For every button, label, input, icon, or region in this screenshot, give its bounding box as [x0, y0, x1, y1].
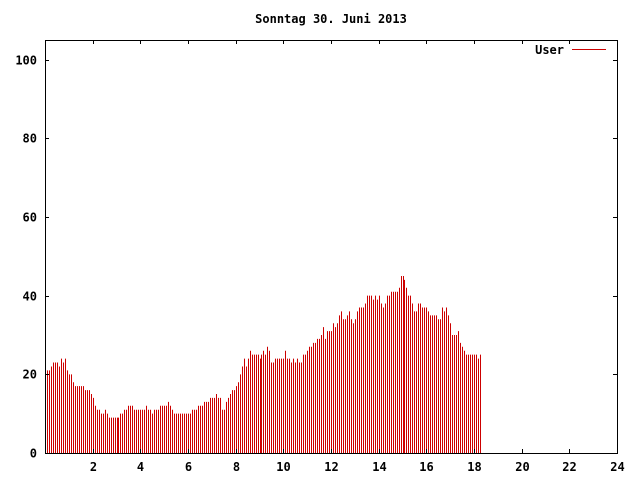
y-tick-label: 100: [15, 54, 37, 68]
x-tick-label: 2: [90, 460, 97, 474]
x-tick-label: 10: [276, 460, 290, 474]
x-tick-label: 18: [467, 460, 481, 474]
x-tick-label: 12: [324, 460, 338, 474]
legend-label: User: [535, 43, 564, 57]
x-tick-label: 24: [610, 460, 624, 474]
legend: User: [535, 43, 606, 57]
x-tick-label: 6: [185, 460, 192, 474]
x-tick-label: 14: [372, 460, 386, 474]
y-tick-label: 0: [30, 447, 37, 461]
y-tick-label: 40: [23, 290, 37, 304]
x-tick-label: 22: [562, 460, 576, 474]
plot-frame: [45, 40, 618, 454]
y-tick-label: 80: [23, 132, 37, 146]
x-tick-label: 16: [419, 460, 433, 474]
y-tick-label: 20: [23, 368, 37, 382]
bars-layer: [45, 276, 481, 453]
chart-title: Sonntag 30. Juni 2013: [255, 12, 407, 26]
x-tick-label: 20: [515, 460, 529, 474]
x-tick-label: 4: [137, 460, 144, 474]
y-tick-label: 60: [23, 211, 37, 225]
x-tick-label: 8: [233, 460, 240, 474]
